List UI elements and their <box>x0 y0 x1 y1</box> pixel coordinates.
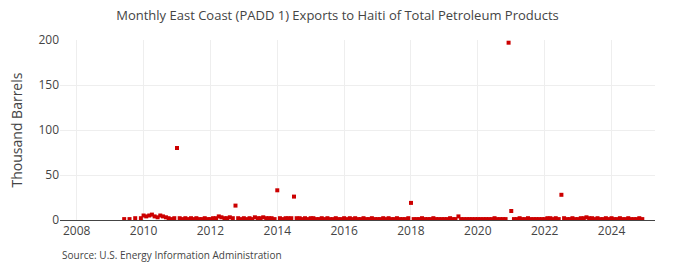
svg-text:2024: 2024 <box>598 222 626 239</box>
svg-text:2020: 2020 <box>464 222 492 239</box>
svg-text:150: 150 <box>38 76 59 93</box>
svg-text:2018: 2018 <box>397 222 425 239</box>
svg-text:2010: 2010 <box>130 222 158 239</box>
svg-text:0: 0 <box>52 211 59 228</box>
svg-text:2012: 2012 <box>197 222 225 239</box>
svg-text:100: 100 <box>38 121 59 138</box>
svg-text:200: 200 <box>38 31 59 48</box>
svg-text:Source: U.S. Energy Informatio: Source: U.S. Energy Information Administ… <box>62 248 282 262</box>
svg-text:2008: 2008 <box>63 222 91 239</box>
svg-text:50: 50 <box>45 166 59 183</box>
svg-text:Thousand Barrels: Thousand Barrels <box>7 72 26 187</box>
svg-text:2014: 2014 <box>264 222 292 239</box>
svg-text:Monthly East Coast (PADD 1) Ex: Monthly East Coast (PADD 1) Exports to H… <box>116 6 559 24</box>
svg-text:2016: 2016 <box>330 222 358 239</box>
svg-text:2022: 2022 <box>531 222 559 239</box>
